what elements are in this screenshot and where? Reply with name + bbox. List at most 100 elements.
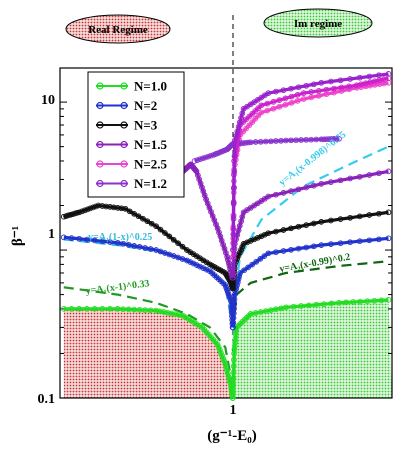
series-n-3-right-point	[239, 243, 246, 250]
series-n-2-right-point	[337, 240, 344, 247]
extra-curve-1-point	[376, 72, 382, 79]
legend-marker-5	[120, 179, 128, 188]
series-n-1-0-left-point	[224, 370, 231, 377]
series-n-2-left-point	[203, 266, 210, 273]
series-n-3-right-point	[356, 213, 363, 220]
series-n-2-left-point	[68, 235, 75, 241]
series-n-2-left-point	[125, 241, 132, 248]
series-n-1-0-left-point	[168, 310, 175, 317]
series-n-3-right-point	[376, 210, 382, 217]
series-n-1-5-right-point	[303, 184, 310, 191]
series-n-3-right-point	[337, 216, 344, 222]
xtick-label-1: 1	[230, 403, 237, 418]
extra-curve-1-point	[356, 74, 363, 81]
series-n-2-5-right-point	[294, 98, 301, 104]
im-regime-label: Im regime	[294, 18, 342, 30]
series-n-1-0-right-point	[283, 304, 289, 311]
series-n-3-right-point	[347, 214, 353, 221]
series-n-3-left-point	[166, 233, 173, 240]
series-n-2-right-point	[280, 248, 287, 254]
x-axis-label: (g⁻¹-E₀)	[207, 428, 256, 444]
fit-curve-2	[63, 286, 234, 387]
extra-curve-0-point	[270, 99, 277, 105]
extra-curve-1-point	[366, 73, 373, 80]
series-n-2-5-right-point	[246, 122, 253, 129]
series-n-1-2-left-point	[191, 158, 198, 164]
series-n-1-0-left-point	[160, 309, 167, 315]
series-n-3-left-point	[153, 223, 159, 230]
extra-curve-1-point	[295, 84, 302, 91]
series-n-1-0-left-point	[222, 361, 229, 367]
series-n-1-0-left-point	[219, 352, 225, 359]
ytick-label-10: 10	[41, 93, 55, 108]
extra-curve-0-point	[282, 95, 289, 102]
real-regime-label: Real Regime	[88, 24, 148, 36]
series-n-3-left-point	[110, 204, 117, 211]
series-n-1-0-right-point	[230, 388, 237, 395]
series-n-1-5-right-point	[366, 172, 373, 178]
extra-curve-1-point	[265, 90, 272, 96]
series-n-2-right-point	[236, 273, 243, 279]
series-n-2-left-point	[184, 257, 190, 264]
series-n-1-0-right-point	[385, 297, 392, 303]
series-n-3-left-point	[144, 218, 151, 225]
series-n-2-right-point	[253, 258, 260, 265]
legend-marker-2	[120, 121, 128, 129]
extra-curve-1-point	[288, 85, 294, 92]
series-n-1-0-left-point	[120, 306, 127, 313]
real-regime-shading	[63, 308, 233, 398]
series-n-1-0-left-point	[176, 312, 183, 318]
series-n-3-right-point	[273, 228, 279, 235]
series-n-1-0-left-point	[76, 306, 83, 312]
series-n-1-0-left-point	[136, 307, 143, 313]
series-n-2-5-right-point	[243, 125, 249, 132]
series-n-1-2-left-point	[194, 157, 201, 163]
series-n-3-left-point	[170, 236, 177, 243]
im-regime-badge: Im regime	[263, 8, 373, 38]
series-n-3-left-point	[107, 204, 113, 210]
series-n-1-0-right-point	[231, 343, 238, 349]
series-n-1-0-left-point	[114, 306, 121, 312]
series-n-1-2-left-point	[199, 155, 206, 162]
series-n-2-left-point	[76, 235, 83, 242]
series-n-3-right-point	[247, 238, 254, 244]
ytick-label-0.1: 0.1	[38, 392, 56, 407]
series-n-2-left-point	[99, 238, 106, 245]
series-n-1-0-left-point	[221, 358, 228, 364]
series-n-1-0-right-point	[232, 339, 238, 346]
series-n-1-0-left-point	[225, 373, 232, 380]
series-n-2-left-point	[107, 239, 113, 245]
series-n-3-left-point	[90, 204, 96, 211]
series-n-1-0-left-point	[215, 344, 222, 351]
series-n-2-left-point	[190, 260, 197, 267]
series-n-1-5-right-point	[385, 168, 392, 175]
series-n-1-2-left-point	[208, 152, 214, 159]
extra-curve-1-point	[230, 200, 237, 206]
extra-curve-0-point	[323, 86, 330, 93]
extra-curve-0-point	[230, 253, 236, 260]
series-n-2-left-point	[222, 282, 229, 288]
ytick-label-1: 1	[48, 227, 55, 242]
series-n-2-5-right-point	[252, 116, 259, 122]
y-axis-label: β⁻¹	[10, 226, 26, 246]
series-n-3-right-point	[230, 285, 236, 292]
series-n-3-left-point	[79, 208, 85, 215]
series-n-1-5-right-point	[356, 173, 363, 180]
series-n-3-left-point	[118, 205, 125, 212]
series-n-3-left-point	[140, 215, 146, 222]
series-n-3-right-line	[231, 210, 389, 289]
series-n-3-left-point	[157, 226, 164, 233]
extra-curve-0-point	[308, 89, 315, 95]
legend-label-4: N=2.5	[134, 157, 168, 172]
extra-curve-0-point	[346, 83, 352, 90]
extra-curve-0-point	[255, 105, 262, 112]
series-n-1-0-right-point	[230, 376, 237, 382]
extra-curve-1-point	[303, 82, 310, 89]
legend-marker-4	[120, 160, 128, 168]
series-n-3-left-point	[95, 202, 102, 209]
legend-marker-0	[96, 82, 104, 90]
legend-label-3: N=1.5	[134, 137, 168, 152]
series-n-3-right-point	[328, 217, 334, 224]
series-n-2-5-right-point	[258, 109, 265, 116]
extra-curve-0-point	[315, 88, 322, 94]
